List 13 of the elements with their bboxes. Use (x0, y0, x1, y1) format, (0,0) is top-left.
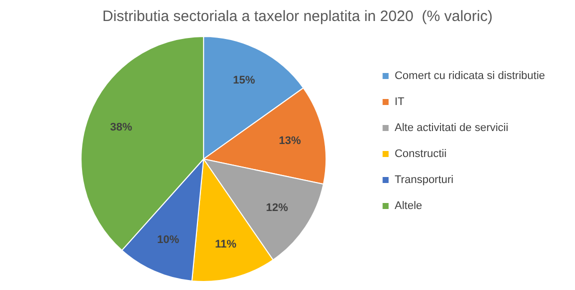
chart-title: Distributia sectoriala a taxelor neplatita in 2020 (% valoric) (102, 8, 493, 26)
data-label: 15% (232, 74, 256, 87)
legend-label: Comert cu ridicata si distributie (394, 70, 546, 82)
legend-label: Transporturi (394, 174, 454, 186)
data-label: 12% (266, 202, 288, 214)
legend-label: IT (394, 96, 405, 108)
data-label: 10% (157, 234, 180, 246)
legend-label: Alte activitati de servicii (394, 122, 508, 134)
legend-label: Constructii (394, 148, 447, 160)
data-label: 13% (278, 134, 302, 147)
data-label: 11% (215, 238, 237, 250)
data-label: 38% (110, 122, 132, 134)
legend-label: Altele (394, 200, 422, 212)
